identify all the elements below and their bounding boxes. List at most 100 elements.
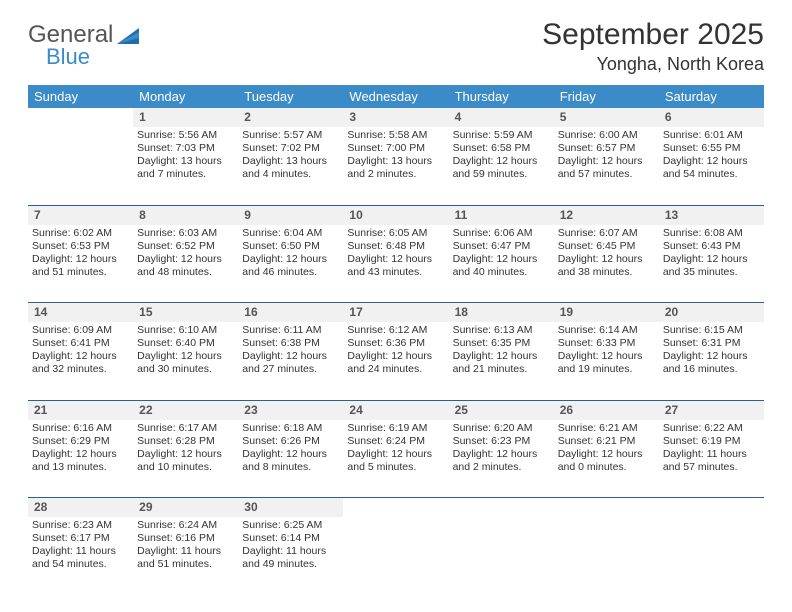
sunset-line: Sunset: 6:29 PM [32, 435, 129, 448]
sunset-line: Sunset: 6:38 PM [242, 337, 339, 350]
day-cell: Sunrise: 5:59 AMSunset: 6:58 PMDaylight:… [449, 127, 554, 205]
day-number-cell: 6 [659, 108, 764, 127]
day-cell: Sunrise: 6:22 AMSunset: 6:19 PMDaylight:… [659, 420, 764, 498]
sunrise-line: Sunrise: 6:20 AM [453, 422, 550, 435]
daylight-line: Daylight: 12 hours and 32 minutes. [32, 350, 129, 376]
page-header: General Blue September 2025 Yongha, Nort… [28, 18, 764, 75]
weekday-header: Saturday [659, 85, 764, 108]
brand-word-2: Blue [46, 47, 113, 68]
day-number-cell: 25 [449, 400, 554, 420]
day-number-cell: 12 [554, 205, 659, 225]
daylight-line: Daylight: 12 hours and 0 minutes. [558, 448, 655, 474]
daylight-line: Daylight: 12 hours and 46 minutes. [242, 253, 339, 279]
sunset-line: Sunset: 7:00 PM [347, 142, 444, 155]
daylight-line: Daylight: 11 hours and 54 minutes. [32, 545, 129, 571]
day-number-cell: 19 [554, 303, 659, 323]
daylight-line: Daylight: 13 hours and 4 minutes. [242, 155, 339, 181]
sunset-line: Sunset: 6:52 PM [137, 240, 234, 253]
month-title: September 2025 [542, 18, 764, 52]
day-cell: Sunrise: 6:07 AMSunset: 6:45 PMDaylight:… [554, 225, 659, 303]
daylight-line: Daylight: 12 hours and 57 minutes. [558, 155, 655, 181]
sunset-line: Sunset: 6:31 PM [663, 337, 760, 350]
day-number-cell: 20 [659, 303, 764, 323]
day-number-cell: 5 [554, 108, 659, 127]
day-number-cell: 30 [238, 498, 343, 518]
day-number-cell: 3 [343, 108, 448, 127]
sunrise-line: Sunrise: 6:05 AM [347, 227, 444, 240]
sunrise-line: Sunrise: 5:59 AM [453, 129, 550, 142]
day-cell: Sunrise: 6:13 AMSunset: 6:35 PMDaylight:… [449, 322, 554, 400]
day-number-row: 14151617181920 [28, 303, 764, 323]
daylight-line: Daylight: 12 hours and 38 minutes. [558, 253, 655, 279]
day-number-row: 123456 [28, 108, 764, 127]
calendar-body: 123456Sunrise: 5:56 AMSunset: 7:03 PMDay… [28, 108, 764, 595]
sunrise-line: Sunrise: 6:25 AM [242, 519, 339, 532]
sunrise-line: Sunrise: 6:21 AM [558, 422, 655, 435]
day-cell: Sunrise: 6:09 AMSunset: 6:41 PMDaylight:… [28, 322, 133, 400]
daylight-line: Daylight: 12 hours and 21 minutes. [453, 350, 550, 376]
daylight-line: Daylight: 12 hours and 54 minutes. [663, 155, 760, 181]
sunset-line: Sunset: 6:28 PM [137, 435, 234, 448]
sunset-line: Sunset: 6:33 PM [558, 337, 655, 350]
day-cell: Sunrise: 6:24 AMSunset: 6:16 PMDaylight:… [133, 517, 238, 595]
daylight-line: Daylight: 12 hours and 30 minutes. [137, 350, 234, 376]
day-content-row: Sunrise: 6:09 AMSunset: 6:41 PMDaylight:… [28, 322, 764, 400]
day-cell: Sunrise: 6:23 AMSunset: 6:17 PMDaylight:… [28, 517, 133, 595]
day-number-cell: 23 [238, 400, 343, 420]
day-number-cell [28, 108, 133, 127]
sunrise-line: Sunrise: 6:08 AM [663, 227, 760, 240]
day-cell: Sunrise: 6:16 AMSunset: 6:29 PMDaylight:… [28, 420, 133, 498]
weekday-header: Tuesday [238, 85, 343, 108]
day-cell [28, 127, 133, 205]
sunrise-line: Sunrise: 6:14 AM [558, 324, 655, 337]
daylight-line: Daylight: 12 hours and 5 minutes. [347, 448, 444, 474]
weekday-header-row: SundayMondayTuesdayWednesdayThursdayFrid… [28, 85, 764, 108]
sunrise-line: Sunrise: 6:10 AM [137, 324, 234, 337]
daylight-line: Daylight: 12 hours and 2 minutes. [453, 448, 550, 474]
day-cell: Sunrise: 6:20 AMSunset: 6:23 PMDaylight:… [449, 420, 554, 498]
daylight-line: Daylight: 12 hours and 48 minutes. [137, 253, 234, 279]
sunset-line: Sunset: 6:43 PM [663, 240, 760, 253]
day-cell: Sunrise: 6:01 AMSunset: 6:55 PMDaylight:… [659, 127, 764, 205]
sunrise-line: Sunrise: 6:22 AM [663, 422, 760, 435]
day-number-cell: 24 [343, 400, 448, 420]
day-number-cell: 8 [133, 205, 238, 225]
day-cell: Sunrise: 6:10 AMSunset: 6:40 PMDaylight:… [133, 322, 238, 400]
day-cell [343, 517, 448, 595]
sunset-line: Sunset: 6:40 PM [137, 337, 234, 350]
daylight-line: Daylight: 12 hours and 10 minutes. [137, 448, 234, 474]
day-cell: Sunrise: 5:58 AMSunset: 7:00 PMDaylight:… [343, 127, 448, 205]
day-number-cell: 13 [659, 205, 764, 225]
sunset-line: Sunset: 7:02 PM [242, 142, 339, 155]
sunrise-line: Sunrise: 6:09 AM [32, 324, 129, 337]
calendar-page: General Blue September 2025 Yongha, Nort… [0, 0, 792, 612]
daylight-line: Daylight: 12 hours and 40 minutes. [453, 253, 550, 279]
day-content-row: Sunrise: 6:02 AMSunset: 6:53 PMDaylight:… [28, 225, 764, 303]
sunset-line: Sunset: 6:35 PM [453, 337, 550, 350]
sunrise-line: Sunrise: 6:13 AM [453, 324, 550, 337]
sunrise-line: Sunrise: 6:17 AM [137, 422, 234, 435]
sunset-line: Sunset: 6:26 PM [242, 435, 339, 448]
sunrise-line: Sunrise: 6:24 AM [137, 519, 234, 532]
day-number-row: 21222324252627 [28, 400, 764, 420]
sunset-line: Sunset: 6:19 PM [663, 435, 760, 448]
day-cell: Sunrise: 6:06 AMSunset: 6:47 PMDaylight:… [449, 225, 554, 303]
sunrise-line: Sunrise: 6:11 AM [242, 324, 339, 337]
sunset-line: Sunset: 6:21 PM [558, 435, 655, 448]
day-cell: Sunrise: 5:57 AMSunset: 7:02 PMDaylight:… [238, 127, 343, 205]
sunset-line: Sunset: 6:58 PM [453, 142, 550, 155]
day-number-cell: 15 [133, 303, 238, 323]
sunrise-line: Sunrise: 5:56 AM [137, 129, 234, 142]
day-cell: Sunrise: 6:02 AMSunset: 6:53 PMDaylight:… [28, 225, 133, 303]
sunset-line: Sunset: 6:57 PM [558, 142, 655, 155]
day-number-cell: 9 [238, 205, 343, 225]
daylight-line: Daylight: 12 hours and 8 minutes. [242, 448, 339, 474]
weekday-header: Monday [133, 85, 238, 108]
day-number-cell [659, 498, 764, 518]
sunrise-line: Sunrise: 5:58 AM [347, 129, 444, 142]
day-number-cell: 2 [238, 108, 343, 127]
day-cell: Sunrise: 6:05 AMSunset: 6:48 PMDaylight:… [343, 225, 448, 303]
daylight-line: Daylight: 12 hours and 27 minutes. [242, 350, 339, 376]
day-number-cell: 21 [28, 400, 133, 420]
sunrise-line: Sunrise: 6:00 AM [558, 129, 655, 142]
